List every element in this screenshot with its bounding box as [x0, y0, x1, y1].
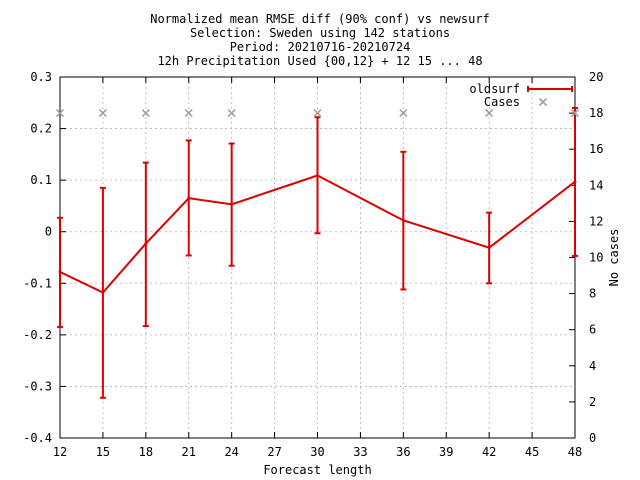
x-tick-label: 18	[139, 445, 153, 459]
x-tick-label: 30	[310, 445, 324, 459]
case-marker-stroke	[98, 109, 107, 118]
y2-tick-label: 4	[589, 359, 596, 373]
y2-tick-label: 10	[589, 251, 603, 265]
case-marker-stroke	[399, 109, 408, 118]
data-point	[401, 218, 405, 222]
case-marker	[55, 109, 65, 118]
y2-tick-label: 0	[589, 431, 596, 445]
x-axis-label: Forecast length	[263, 463, 371, 477]
y-tick-label: -0.3	[23, 379, 52, 393]
y-tick-label: -0.1	[23, 276, 52, 290]
legend-swatch-marker	[538, 97, 548, 107]
x-tick-label: 21	[182, 445, 196, 459]
y-tick-label: -0.4	[23, 431, 52, 445]
case-marker	[227, 109, 236, 118]
case-marker-stroke	[313, 109, 322, 118]
case-marker-stroke	[227, 109, 236, 118]
y-tick-label: -0.2	[23, 328, 52, 342]
case-marker	[485, 109, 494, 118]
case-marker	[184, 109, 193, 118]
y2-tick-label: 20	[589, 70, 603, 84]
title-line: Period: 20210716-20210724	[230, 40, 411, 54]
case-marker-stroke	[485, 109, 494, 118]
data-point	[487, 246, 491, 250]
y2-tick-label: 18	[589, 106, 603, 120]
x-tick-label: 24	[224, 445, 238, 459]
x-tick-label: 27	[267, 445, 281, 459]
data-point	[187, 196, 191, 200]
y2-tick-label: 14	[589, 178, 603, 192]
y-tick-label: 0	[45, 225, 52, 239]
y2-tick-label: 2	[589, 395, 596, 409]
chart-title: Normalized mean RMSE diff (90% conf) vs …	[150, 12, 490, 68]
series-oldsurf	[57, 106, 578, 399]
y2-axis-label: No cases	[607, 229, 621, 287]
title-line: 12h Precipitation Used {00,12} + 12 15 .…	[157, 54, 482, 68]
case-marker	[399, 109, 408, 118]
title-line: Normalized mean RMSE diff (90% conf) vs …	[150, 12, 490, 26]
data-point	[58, 270, 62, 274]
x-tick-label: 33	[353, 445, 367, 459]
data-point	[230, 202, 234, 206]
x-tick-label: 42	[482, 445, 496, 459]
series	[55, 106, 580, 399]
case-marker-stroke	[570, 109, 580, 118]
title-line: Selection: Sweden using 142 stations	[190, 26, 450, 40]
axes-ticks: 12 15 18 21 24 27 30 33 36 39 42 45 48-0.4-0.3-0.2-0…	[23, 70, 603, 459]
y2-tick-label: 12	[589, 214, 603, 228]
case-marker	[141, 109, 150, 118]
series-cases	[55, 109, 580, 118]
x-tick-label: 15	[96, 445, 110, 459]
case-marker	[98, 109, 107, 118]
data-point	[573, 180, 577, 184]
y-tick-label: 0.1	[30, 173, 52, 187]
case-marker	[570, 109, 580, 118]
y2-tick-label: 6	[589, 323, 596, 337]
y2-tick-label: 8	[589, 287, 596, 301]
data-point	[316, 174, 319, 178]
data-point	[101, 291, 105, 295]
data-point	[144, 242, 148, 246]
x-tick-label: 12	[53, 445, 67, 459]
y2-tick-label: 16	[589, 142, 603, 156]
legend-label: Cases	[484, 95, 520, 109]
case-marker	[313, 109, 322, 118]
y-tick-label: 0.2	[30, 122, 52, 136]
legend-label: oldsurf	[469, 82, 520, 96]
case-marker-stroke	[55, 109, 65, 118]
case-marker-stroke	[184, 109, 193, 118]
y-tick-label: 0.3	[30, 70, 52, 84]
case-marker-stroke	[141, 109, 150, 118]
x-tick-label: 39	[439, 445, 453, 459]
x-tick-label: 48	[568, 445, 582, 459]
x-tick-label: 45	[525, 445, 539, 459]
x-tick-label: 36	[396, 445, 410, 459]
